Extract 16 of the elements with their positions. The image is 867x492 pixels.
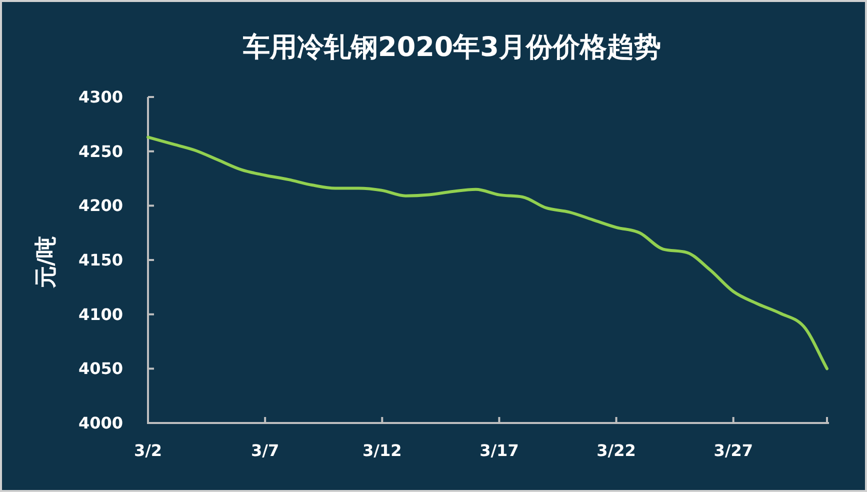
x-tick-label: 3/27: [714, 441, 753, 460]
y-tick-label: 4050: [78, 359, 123, 378]
y-axis-title: 元/吨: [34, 236, 59, 290]
x-tick-label: 3/17: [480, 441, 519, 460]
chart-title: 车用冷轧钢2020年3月份价格趋势: [242, 32, 661, 63]
x-tick-label: 3/22: [596, 441, 636, 460]
line-series: [146, 136, 828, 370]
y-tick-label: 4200: [78, 196, 123, 216]
y-tick-label: 4100: [78, 304, 123, 324]
y-tick-label: 4250: [78, 142, 123, 161]
x-tick-label: 3/7: [251, 441, 280, 460]
x-tick-label: 3/2: [134, 441, 162, 460]
y-tick-label: 4300: [78, 88, 123, 106]
x-tick-label: 3/12: [362, 441, 402, 460]
y-tick-label: 4000: [78, 414, 123, 432]
y-tick-label: 4150: [78, 250, 123, 270]
